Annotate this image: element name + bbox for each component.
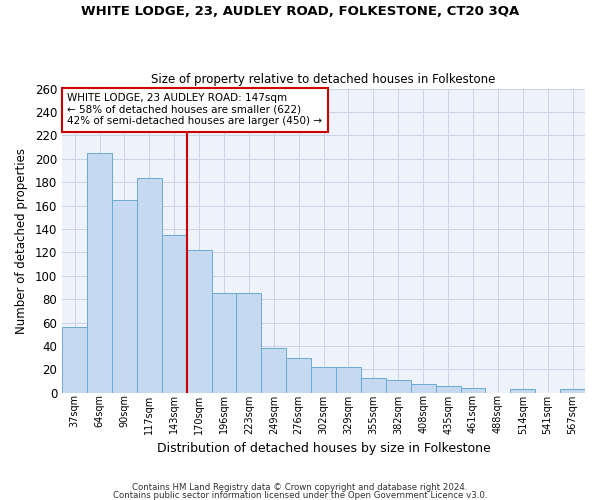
Bar <box>87 153 112 393</box>
Bar <box>212 294 236 393</box>
Bar <box>336 367 361 393</box>
Bar <box>236 294 262 393</box>
X-axis label: Distribution of detached houses by size in Folkestone: Distribution of detached houses by size … <box>157 442 490 455</box>
Bar <box>112 200 137 393</box>
Y-axis label: Number of detached properties: Number of detached properties <box>15 148 28 334</box>
Bar <box>411 384 436 393</box>
Bar <box>137 178 162 393</box>
Text: WHITE LODGE, 23 AUDLEY ROAD: 147sqm
← 58% of detached houses are smaller (622)
4: WHITE LODGE, 23 AUDLEY ROAD: 147sqm ← 58… <box>67 93 322 126</box>
Bar <box>560 390 585 393</box>
Bar <box>461 388 485 393</box>
Bar <box>386 380 411 393</box>
Text: Contains HM Land Registry data © Crown copyright and database right 2024.: Contains HM Land Registry data © Crown c… <box>132 484 468 492</box>
Bar <box>262 348 286 393</box>
Bar <box>436 386 461 393</box>
Bar <box>311 367 336 393</box>
Bar <box>62 328 87 393</box>
Bar <box>361 378 386 393</box>
Text: Contains public sector information licensed under the Open Government Licence v3: Contains public sector information licen… <box>113 490 487 500</box>
Title: Size of property relative to detached houses in Folkestone: Size of property relative to detached ho… <box>151 73 496 86</box>
Text: WHITE LODGE, 23, AUDLEY ROAD, FOLKESTONE, CT20 3QA: WHITE LODGE, 23, AUDLEY ROAD, FOLKESTONE… <box>81 5 519 18</box>
Bar <box>286 358 311 393</box>
Bar <box>162 235 187 393</box>
Bar <box>511 390 535 393</box>
Bar <box>187 250 212 393</box>
